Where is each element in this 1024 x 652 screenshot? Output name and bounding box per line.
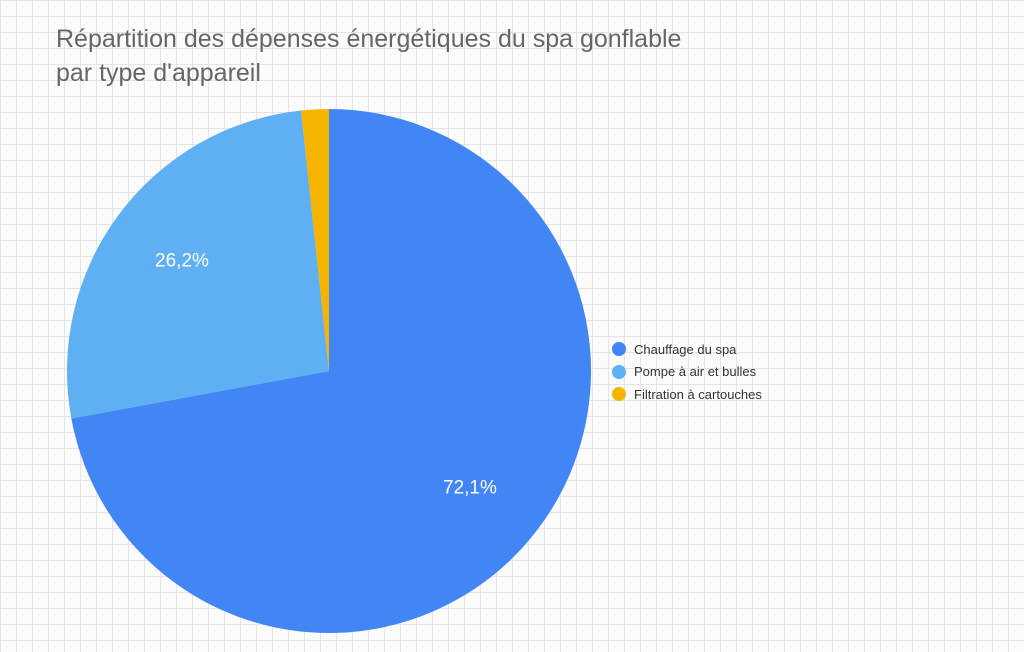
data-label-air-pump: 26,2%	[155, 250, 209, 271]
legend-swatch-air-pump	[612, 364, 626, 379]
pie-slice-filtration[interactable]	[301, 109, 329, 371]
legend-label-air-pump: Pompe à air et bulles	[634, 364, 757, 380]
chart-title-line-2: par type d'appareil	[56, 59, 261, 87]
data-label-heating: 72,1%	[443, 477, 497, 498]
legend-swatch-filtration	[612, 387, 626, 402]
pie-slice-heating[interactable]	[71, 109, 592, 633]
legend-label-heating: Chauffage du spa	[634, 341, 737, 357]
chart-title: Répartition des dépenses énergétiques du…	[56, 22, 776, 90]
legend-label-filtration: Filtration à cartouches	[634, 386, 762, 402]
pie-slice-air-pump[interactable]	[66, 110, 329, 419]
legend-item-heating[interactable]: Chauffage du spa	[612, 338, 762, 361]
chart-legend: Chauffage du spa Pompe à air et bulles F…	[612, 338, 762, 406]
legend-item-air-pump[interactable]: Pompe à air et bulles	[612, 361, 762, 384]
pie-data-labels: 72,1% 26,2%	[155, 250, 497, 498]
legend-swatch-heating	[612, 342, 626, 357]
legend-item-filtration[interactable]: Filtration à cartouches	[612, 383, 762, 406]
chart-title-line-1: Répartition des dépenses énergétiques du…	[56, 25, 682, 53]
pie-slices	[66, 109, 592, 633]
